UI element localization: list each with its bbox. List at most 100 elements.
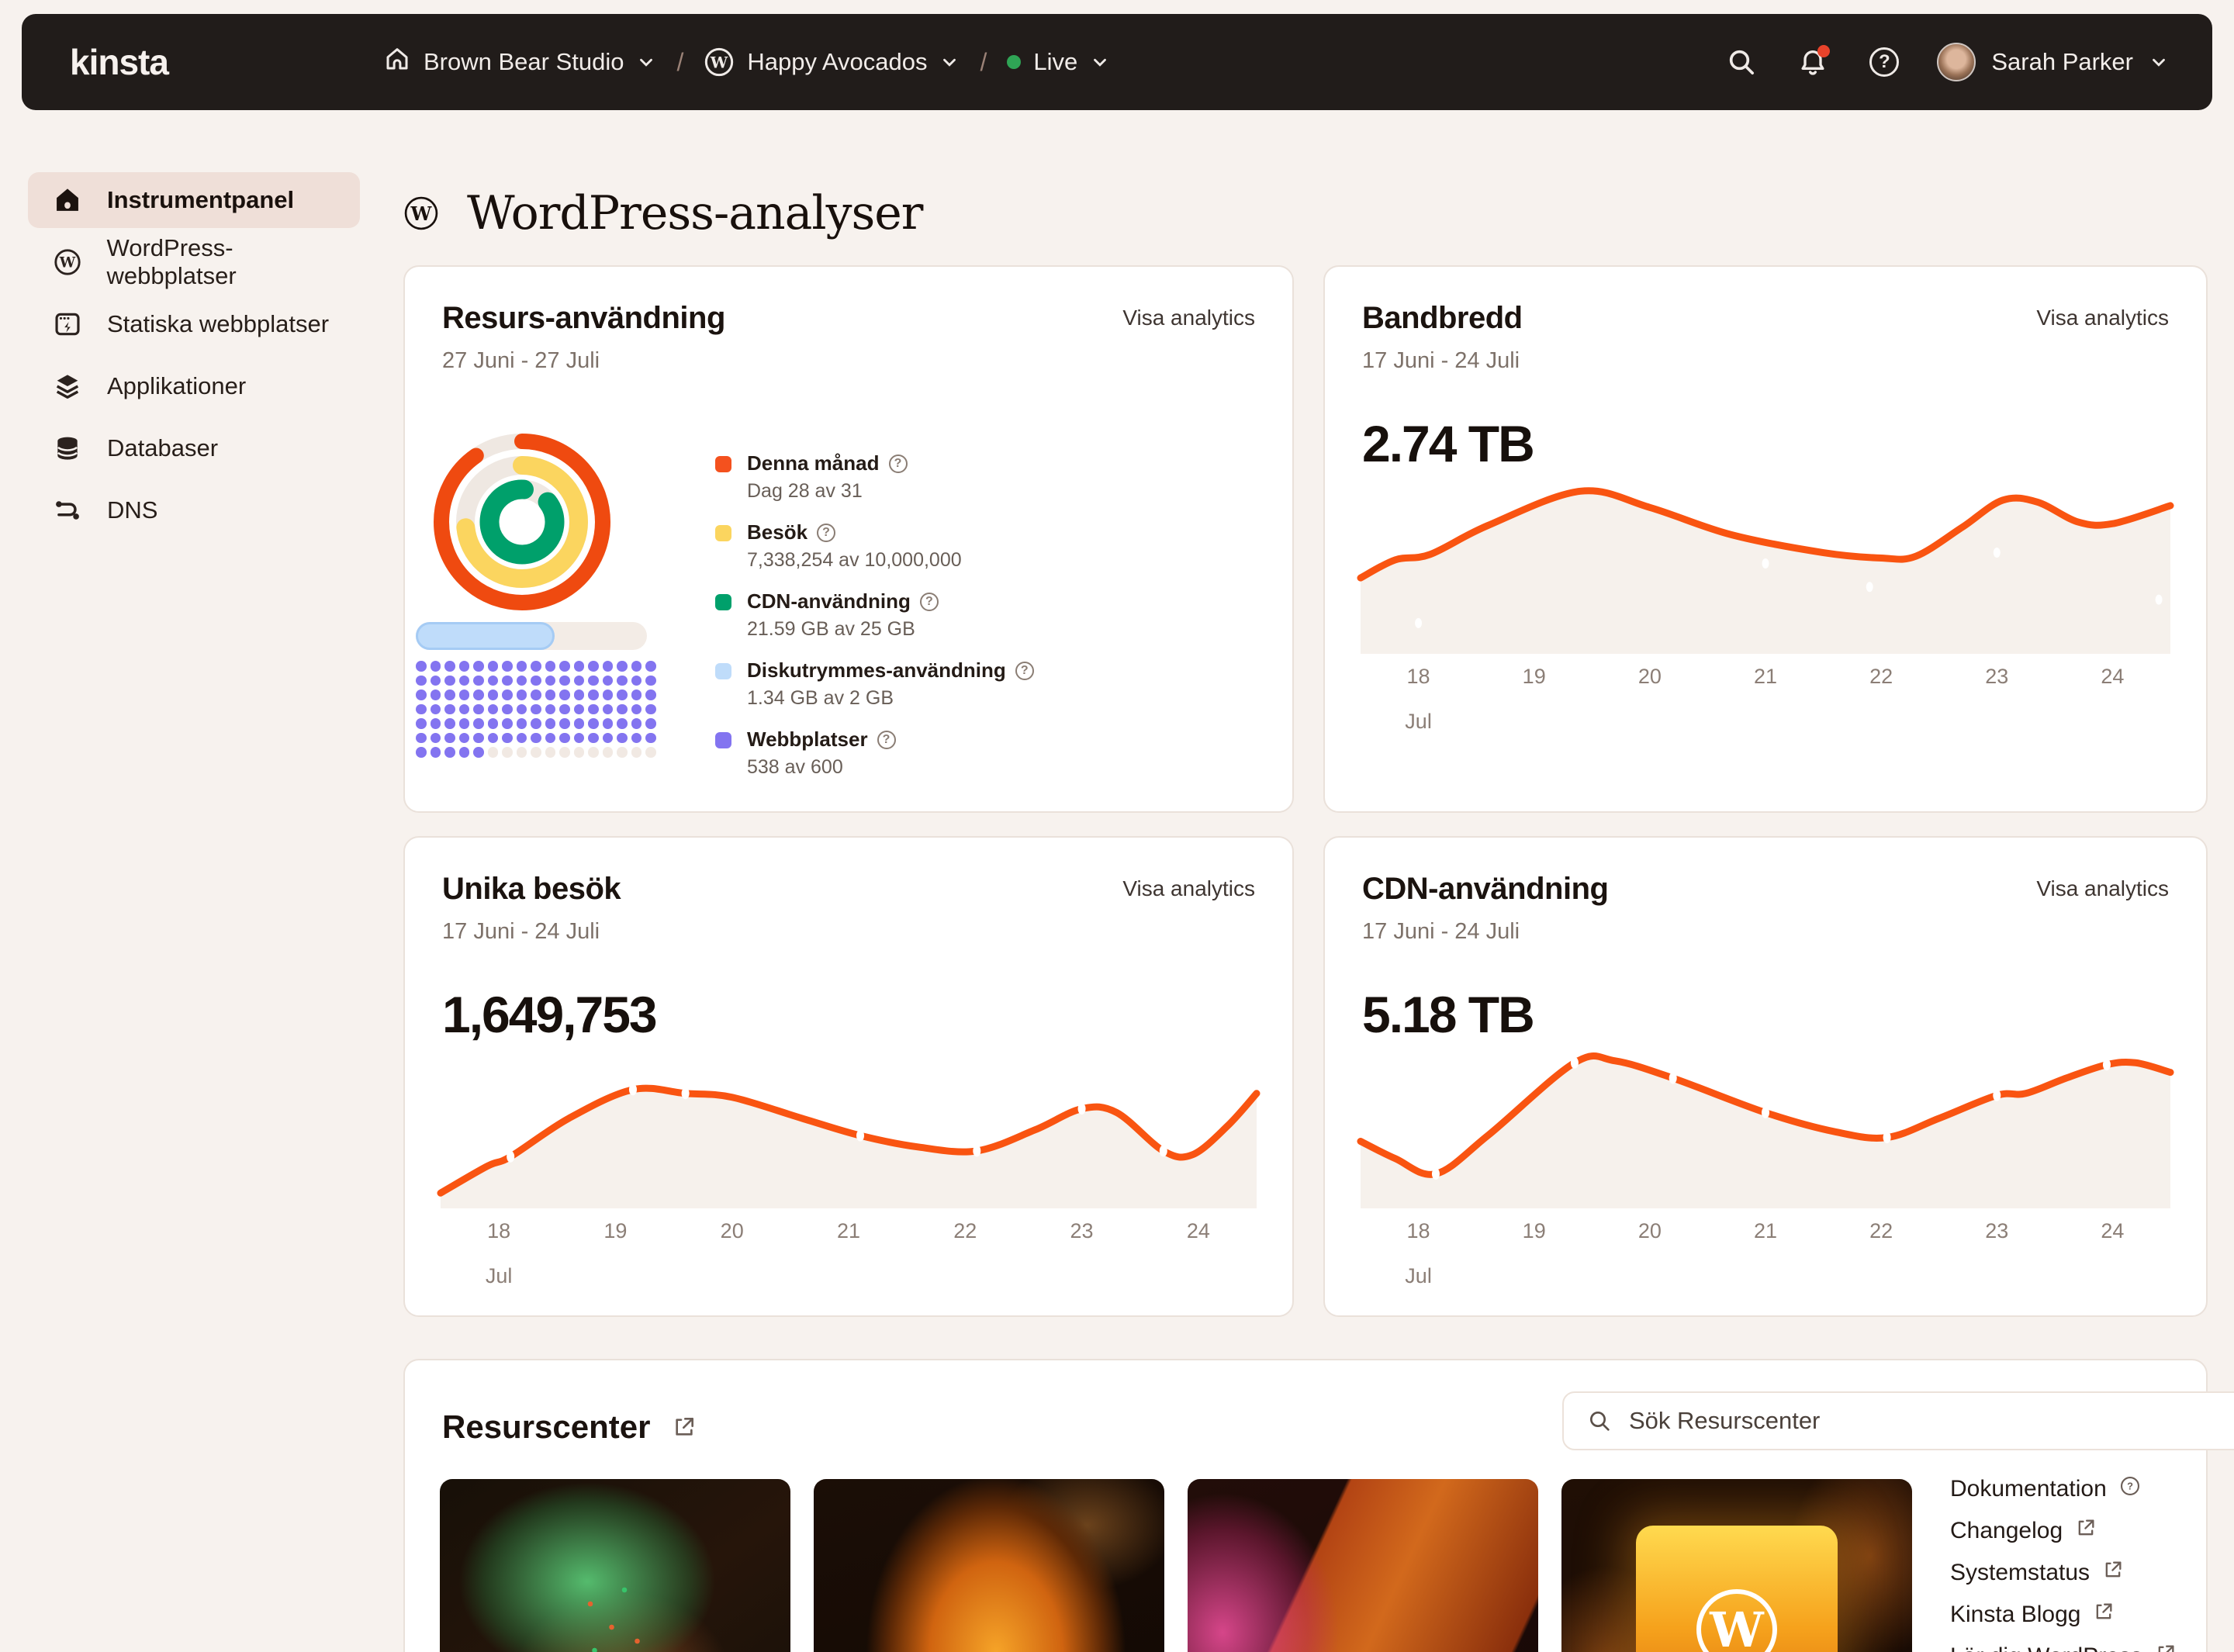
- resource-thumb-pouring-illustration[interactable]: [814, 1479, 1164, 1652]
- site-dot-filled: [458, 732, 469, 743]
- resource-link-l-r-dig-wordpress[interactable]: Lär dig WordPress: [1950, 1643, 2177, 1652]
- site-dot-filled: [545, 703, 555, 714]
- resource-link-label: Systemstatus: [1950, 1560, 2090, 1585]
- site-dot-filled: [602, 718, 613, 729]
- site-dot-filled: [545, 675, 555, 686]
- svg-text:?: ?: [2127, 1481, 2133, 1492]
- search-button[interactable]: [1723, 43, 1760, 81]
- site-dot-filled: [487, 689, 498, 700]
- visa-analytics-link[interactable]: Visa analytics: [2036, 876, 2169, 900]
- kinsta-logo[interactable]: kinsta: [70, 42, 169, 82]
- site-dot-filled: [502, 732, 513, 743]
- resource-center-search-input[interactable]: [1629, 1407, 2234, 1435]
- sidebar-item-statiska-webbplatser[interactable]: Statiska webbplatser: [28, 296, 360, 352]
- sidebar-item-databaser[interactable]: Databaser: [28, 420, 360, 476]
- visa-analytics-link[interactable]: Visa analytics: [1122, 306, 1255, 330]
- resource-thumb-wordpress-illustration[interactable]: W: [1561, 1479, 1912, 1652]
- notifications-button[interactable]: [1794, 43, 1831, 81]
- site-dot-filled: [416, 747, 427, 758]
- resource-thumb-dashboard-illustration[interactable]: [1188, 1479, 1538, 1652]
- site-dot-filled: [430, 718, 441, 729]
- x-tick-label: 18: [1406, 1219, 1430, 1242]
- legend-item-denna-m-nad: Denna månad? Dag 28 av 31: [715, 451, 1034, 503]
- legend-label: Denna månad?: [747, 451, 908, 475]
- resource-link-kinsta-blogg[interactable]: Kinsta Blogg: [1950, 1602, 2177, 1627]
- sidebar-item-instrumentpanel[interactable]: Instrumentpanel: [28, 172, 360, 228]
- x-tick-label: 19: [603, 1219, 628, 1242]
- breadcrumb-site[interactable]: W Happy Avocados: [704, 47, 960, 78]
- site-dot-filled: [588, 703, 599, 714]
- site-dot-filled: [444, 747, 455, 758]
- site-dot-filled: [617, 675, 628, 686]
- legend-label: CDN-användning?: [747, 589, 939, 613]
- sidebar-item-dns[interactable]: DNS: [28, 482, 360, 538]
- help-icon[interactable]: ?: [888, 454, 908, 473]
- site-dot-filled: [531, 718, 541, 729]
- help-icon[interactable]: ?: [1015, 661, 1034, 680]
- sidebar-item-wordpress-webbplatser[interactable]: W WordPress-webbplatser: [28, 234, 360, 290]
- resource-link-label: Changelog: [1950, 1518, 2063, 1543]
- site-dot-filled: [458, 747, 469, 758]
- resource-link-dokumentation[interactable]: Dokumentation?: [1950, 1476, 2177, 1502]
- help-icon[interactable]: ?: [919, 592, 939, 611]
- page-title: WordPress-analyser: [467, 186, 923, 240]
- legend-swatch: [715, 732, 731, 748]
- sites-dot-grid: [416, 661, 656, 758]
- legend-swatch: [715, 456, 731, 472]
- card-title: Bandbredd: [1362, 301, 1523, 335]
- site-dot-filled: [430, 689, 441, 700]
- resource-usage-card: Resurs-användning Visa analytics 27 Juni…: [403, 265, 1294, 813]
- site-dot-filled: [444, 732, 455, 743]
- site-dot-filled: [588, 675, 599, 686]
- visa-analytics-link[interactable]: Visa analytics: [1122, 876, 1255, 900]
- cdn-usage-card: CDN-användning Visa analytics 17 Juni - …: [1323, 836, 2208, 1317]
- site-dot-filled: [531, 732, 541, 743]
- site-dot-filled: [458, 675, 469, 686]
- bandwidth-total-value: 2.74 TB: [1362, 415, 1535, 472]
- databases-icon: [51, 432, 84, 465]
- breadcrumb-separator: /: [980, 47, 987, 76]
- resource-link-systemstatus[interactable]: Systemstatus: [1950, 1560, 2177, 1585]
- user-menu[interactable]: Sarah Parker: [1937, 43, 2169, 81]
- site-dot-filled: [559, 718, 570, 729]
- site-dot-filled: [487, 703, 498, 714]
- legend-detail: 21.59 GB av 25 GB: [747, 618, 915, 640]
- disk-usage-progress-bar: [416, 622, 647, 650]
- unique-visits-chart: 18 19 20 21 22 23 24 Jul: [437, 1017, 1261, 1287]
- sidebar-item-applikationer[interactable]: Applikationer: [28, 358, 360, 414]
- card-title: CDN-användning: [1362, 872, 1609, 906]
- resource-link-changelog[interactable]: Changelog: [1950, 1518, 2177, 1543]
- site-dot-filled: [573, 661, 584, 672]
- site-dot-filled: [487, 718, 498, 729]
- site-dot-filled: [617, 718, 628, 729]
- search-icon: [1590, 1412, 1610, 1431]
- legend-item-cdn-anv-ndning: CDN-användning? 21.59 GB av 25 GB: [715, 589, 1034, 641]
- breadcrumb-company[interactable]: Brown Bear Studio: [383, 45, 656, 79]
- site-dot-filled: [602, 703, 613, 714]
- card-title: Unika besök: [442, 872, 621, 906]
- resource-center-links: Dokumentation? Changelog Systemstatus Kinst…: [1950, 1476, 2177, 1652]
- help-button[interactable]: ?: [1866, 43, 1903, 81]
- resource-center-title: Resurscenter: [442, 1408, 651, 1445]
- search-icon: [1730, 50, 1755, 74]
- site-dot-filled: [516, 661, 527, 672]
- page-head: W WordPress-analyser: [403, 186, 923, 240]
- site-dot-filled: [430, 703, 441, 714]
- help-icon[interactable]: ?: [877, 730, 896, 749]
- visa-analytics-link[interactable]: Visa analytics: [2036, 306, 2169, 330]
- external-link-icon: [676, 1418, 694, 1436]
- help-icon[interactable]: ?: [817, 523, 836, 542]
- resource-thumb-growth-illustration[interactable]: [440, 1479, 790, 1652]
- legend-detail: Dag 28 av 31: [747, 480, 863, 502]
- site-dot-filled: [502, 661, 513, 672]
- avatar: [1937, 43, 1976, 81]
- site-dot-filled: [588, 732, 599, 743]
- sidebar-item-label: Statiska webbplatser: [107, 310, 330, 337]
- site-dot-filled: [416, 661, 427, 672]
- notification-badge: [1817, 45, 1831, 57]
- site-dot-filled: [531, 689, 541, 700]
- chevron-down-icon: [640, 58, 653, 67]
- site-dot-filled: [645, 661, 656, 672]
- breadcrumb-environment[interactable]: Live: [1007, 48, 1110, 76]
- dns-icon: [51, 494, 84, 527]
